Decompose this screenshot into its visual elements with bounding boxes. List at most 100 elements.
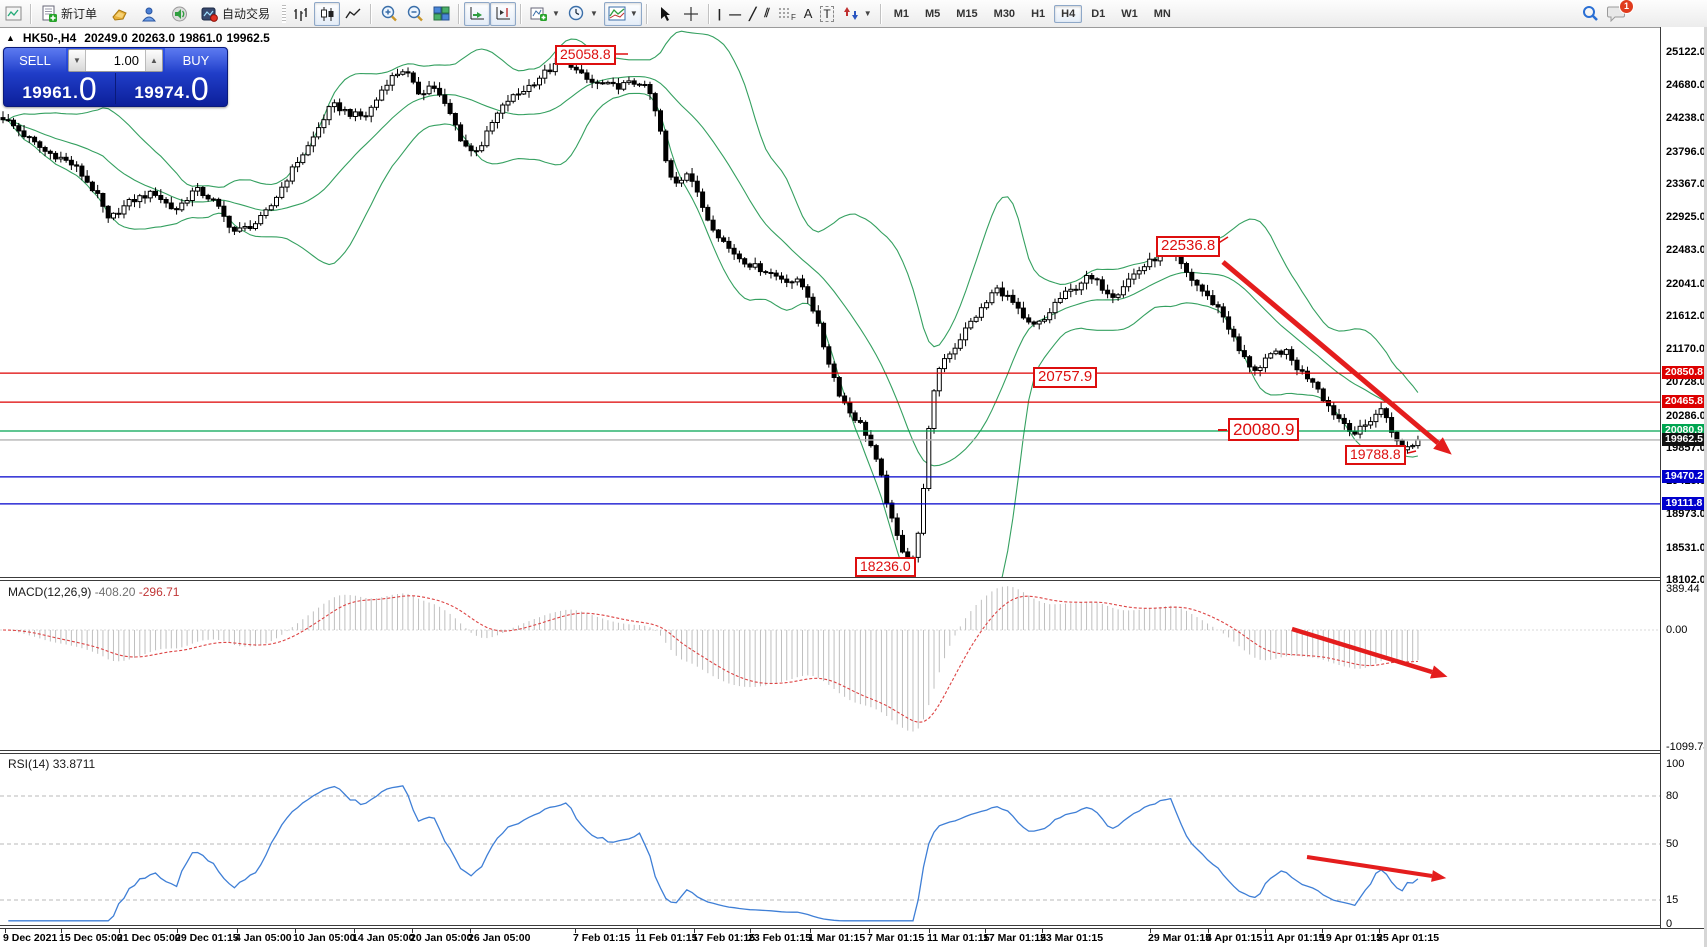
sell-price-main: 19961 <box>22 83 73 102</box>
timeframe-button-w1[interactable]: W1 <box>1121 7 1138 20</box>
timeframe-button-m1[interactable]: M1 <box>893 7 909 20</box>
line-chart-button[interactable] <box>340 2 366 26</box>
autotrading-button[interactable]: 自动交易 <box>197 2 274 26</box>
timeframe-button-d1[interactable]: D1 <box>1091 7 1106 20</box>
timeframe-button-m15[interactable]: M15 <box>956 7 978 20</box>
price-annotation: 20080.9 <box>1228 418 1300 442</box>
tile-windows-button[interactable] <box>428 2 454 26</box>
time-axis-label: 17 Feb 01:15 <box>692 932 756 944</box>
price-level-badge: 19470.2 <box>1662 469 1706 483</box>
horizontal-line-icon: — <box>729 6 742 21</box>
candlestick-chart-button[interactable] <box>314 1 341 26</box>
cursor-button[interactable] <box>652 2 678 26</box>
channel-button[interactable]: ⫽ <box>760 3 773 24</box>
chart-shift-button[interactable] <box>490 1 517 26</box>
tile-windows-icon <box>432 5 450 23</box>
buy-price-main: 19974 <box>134 83 185 102</box>
rsi-label: RSI(14) 33.8711 <box>8 757 95 771</box>
autotrading-icon <box>201 5 219 23</box>
rsi-canvas[interactable] <box>0 754 1660 925</box>
arrows-shapes-button[interactable]: ▼ <box>838 2 876 26</box>
separator <box>707 3 710 24</box>
new-chart-button[interactable]: ▼ <box>526 2 564 26</box>
text-label-button[interactable]: T <box>816 3 837 25</box>
autotrading-label: 自动交易 <box>222 7 271 21</box>
time-axis-label: 17 Mar 01:15 <box>983 932 1047 944</box>
clock-icon <box>568 5 586 23</box>
profile-chart-button[interactable] <box>0 2 26 26</box>
price-axis-tick: 20728.0 <box>1666 376 1706 389</box>
time-axis-label: 4 Apr 01:15 <box>1206 932 1263 944</box>
price-axis-tick: 22925.0 <box>1666 211 1706 224</box>
search-button[interactable] <box>1577 2 1603 26</box>
buy-price[interactable]: 19974 . 0 <box>116 73 227 105</box>
volume-increase-button[interactable]: ▲ <box>146 50 162 71</box>
rsi-axis-tick: 15 <box>1666 894 1679 906</box>
time-axis-tick <box>119 929 120 933</box>
volume-decrease-button[interactable]: ▼ <box>69 50 85 71</box>
navigator-person-icon <box>141 5 159 23</box>
time-axis-tick <box>1265 929 1266 933</box>
price-annotation: 18236.0 <box>855 557 916 577</box>
zoom-out-button[interactable] <box>402 2 428 26</box>
time-axis-tick <box>1379 929 1380 933</box>
new-order-button[interactable]: 新订单 <box>36 2 101 26</box>
cursor-arrow-icon <box>656 5 674 23</box>
fibonacci-button[interactable]: F <box>774 2 800 26</box>
time-axis-label: 19 Apr 01:15 <box>1320 932 1383 944</box>
auto-scroll-button[interactable] <box>464 1 491 26</box>
panel-divider <box>0 925 1707 926</box>
community-button[interactable]: 1 <box>1603 0 1634 26</box>
rsi-axis-tick: 0 <box>1666 918 1673 930</box>
window-edge <box>1704 27 1707 947</box>
time-axis-label: 10 Jan 05:00 <box>293 932 356 944</box>
time-axis-tick <box>5 929 6 933</box>
collapse-triangle-icon[interactable]: ▲ <box>6 33 15 43</box>
horizontal-line-button[interactable]: — <box>725 4 745 24</box>
dropdown-caret-icon: ▼ <box>629 9 638 18</box>
text-button[interactable]: A <box>800 3 817 24</box>
price-chart-canvas[interactable] <box>0 27 1660 577</box>
navigator-button[interactable] <box>137 2 163 26</box>
time-axis[interactable]: 9 Dec 2021 15 Dec 05:00 21 Dec 05:00 29 Dec… <box>0 929 1660 947</box>
sell-button[interactable]: SELL <box>4 48 66 73</box>
panel-divider[interactable] <box>0 577 1707 578</box>
time-axis-label: 11 Apr 01:15 <box>1263 932 1325 944</box>
terminal-button[interactable] <box>167 2 193 26</box>
buy-button[interactable]: BUY <box>165 48 227 73</box>
toolbar-grip <box>282 4 287 23</box>
timeframe-button-h4[interactable]: H4 <box>1054 4 1083 23</box>
bar-chart-button[interactable] <box>288 2 314 26</box>
volume-input[interactable]: 1.00 <box>85 50 146 71</box>
indicators-button[interactable]: ▼ <box>603 1 642 26</box>
trendline-button[interactable]: ╱ <box>745 4 760 24</box>
period-clock-button[interactable]: ▼ <box>564 2 602 26</box>
timeframe-button-m5[interactable]: M5 <box>924 7 941 20</box>
panel-divider[interactable] <box>0 750 1707 751</box>
separator <box>879 3 882 24</box>
vertical-line-button[interactable]: | <box>714 4 725 24</box>
price-level-badge: 20850.8 <box>1662 366 1706 380</box>
fibonacci-icon: F <box>778 5 796 23</box>
sell-price[interactable]: 19961 . 0 <box>4 73 116 105</box>
price-annotation: 22536.8 <box>1156 236 1221 257</box>
ohlc-open: 20249.0 <box>84 31 128 45</box>
crosshair-button[interactable] <box>678 2 704 26</box>
rsi-axis-tick: 80 <box>1666 790 1679 802</box>
timeframe-button-h1[interactable]: H1 <box>1031 7 1046 20</box>
macd-canvas[interactable] <box>0 580 1660 750</box>
timeframe-button-mn[interactable]: MN <box>1153 7 1171 20</box>
timeframe-button-m30[interactable]: M30 <box>993 7 1016 20</box>
volume-stepper: ▼ 1.00 ▲ <box>68 49 163 72</box>
buy-price-dot: . <box>185 83 190 102</box>
speaker-icon <box>171 5 189 23</box>
time-axis-tick <box>575 929 576 933</box>
market-watch-button[interactable] <box>107 2 133 26</box>
time-axis-tick <box>1042 929 1043 933</box>
rsi-name: RSI(14) <box>8 757 50 771</box>
price-axis-line <box>1660 27 1661 928</box>
price-axis-tick: 23796.0 <box>1666 145 1706 158</box>
zoom-in-button[interactable] <box>376 2 402 26</box>
time-axis-label: 21 Dec 05:00 <box>117 932 181 944</box>
